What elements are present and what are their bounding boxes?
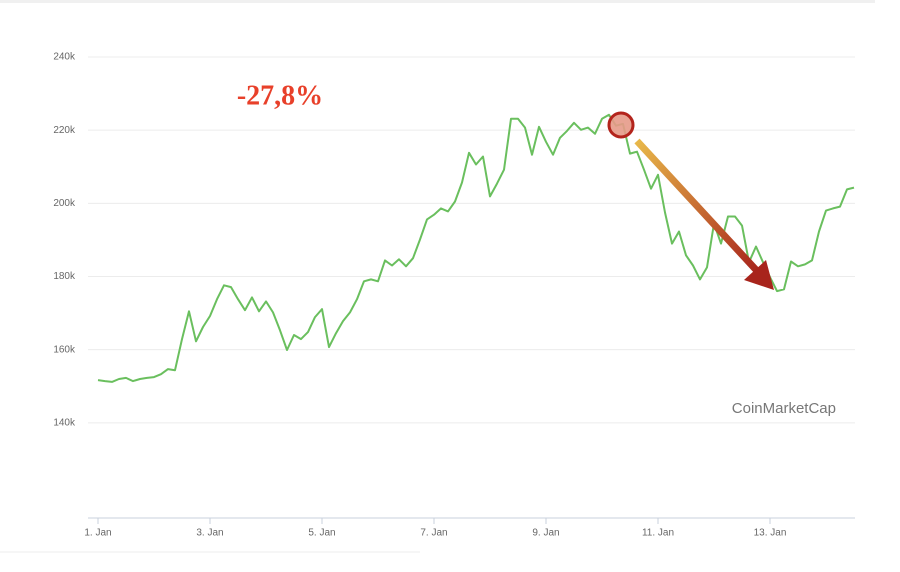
price-line bbox=[97, 113, 855, 383]
x-tick-label: 3. Jan bbox=[196, 528, 223, 539]
grid bbox=[88, 56, 855, 424]
y-tick-label: 200k bbox=[53, 198, 76, 209]
plot-area bbox=[97, 113, 855, 383]
x-tick-label: 11. Jan bbox=[642, 528, 674, 539]
arrow-head bbox=[744, 260, 774, 290]
trend-arrow bbox=[634, 138, 761, 275]
annotation: -27,8% bbox=[237, 80, 323, 111]
y-tick-label: 160k bbox=[53, 344, 76, 355]
x-tick-label: 7. Jan bbox=[420, 528, 447, 539]
y-tick-label: 140k bbox=[53, 418, 76, 429]
x-tick-label: 5. Jan bbox=[308, 528, 335, 539]
axes: 140k 160k 180k 200k 220k 240k 1. Jan 3. Jan 5. J… bbox=[53, 52, 855, 539]
y-tick-label: 240k bbox=[53, 52, 76, 63]
y-tick-label: 180k bbox=[53, 271, 76, 282]
peak-marker bbox=[607, 111, 635, 139]
x-tick-label: 1. Jan bbox=[84, 528, 111, 539]
x-tick-label: 9. Jan bbox=[532, 528, 559, 539]
top-border bbox=[0, 0, 875, 3]
watermark: CoinMarketCap bbox=[732, 400, 836, 417]
x-tick-label: 13. Jan bbox=[754, 528, 787, 539]
y-tick-label: 220k bbox=[53, 125, 76, 136]
